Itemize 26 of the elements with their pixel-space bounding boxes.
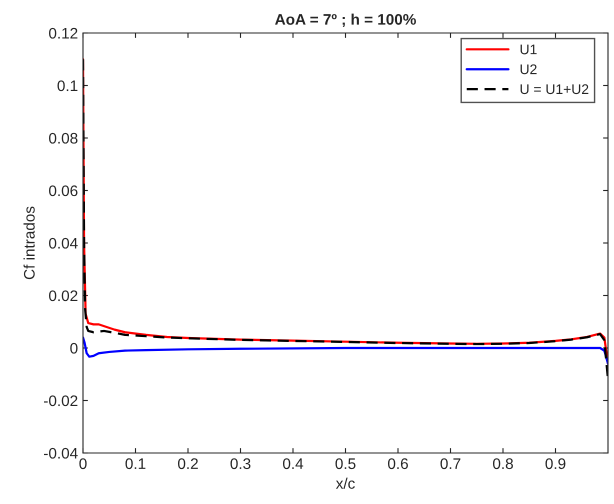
x-tick-label: 0.2: [178, 458, 198, 470]
y-tick-label: -0.02: [44, 395, 78, 406]
y-tick-label: 0.1: [58, 80, 78, 92]
y-tick-label: 0: [70, 342, 78, 354]
y-tick-label: 0.08: [49, 132, 78, 144]
y-tick-label: -0.04: [44, 448, 78, 459]
x-axis-title: x/c: [336, 478, 355, 489]
y-tick-label: 0.02: [49, 290, 78, 302]
x-tick-label: 0.3: [230, 458, 250, 470]
y-axis-title: Cf intrados: [24, 206, 35, 280]
legend-label: U2: [520, 64, 537, 74]
x-tick-label: 0: [79, 458, 87, 470]
y-tick-label: 0.04: [49, 238, 78, 249]
x-tick-label: 0.8: [492, 458, 513, 470]
line-series: [83, 336, 608, 365]
x-tick-label: 0.9: [545, 458, 566, 470]
x-tick-label: 0.4: [282, 458, 304, 470]
x-tick-label: 0.1: [125, 458, 146, 470]
y-tick-label: 0.12: [49, 28, 78, 39]
legend-label: U1: [520, 44, 537, 54]
chart-title: AoA = 7º ; h = 100%: [275, 14, 416, 28]
legend-label: U = U1+U2: [520, 84, 588, 94]
y-tick-label: 0.06: [49, 185, 78, 196]
x-tick-label: 0.5: [335, 458, 356, 470]
x-tick-label: 0.6: [388, 458, 408, 470]
x-tick-label: 0.7: [440, 458, 460, 470]
